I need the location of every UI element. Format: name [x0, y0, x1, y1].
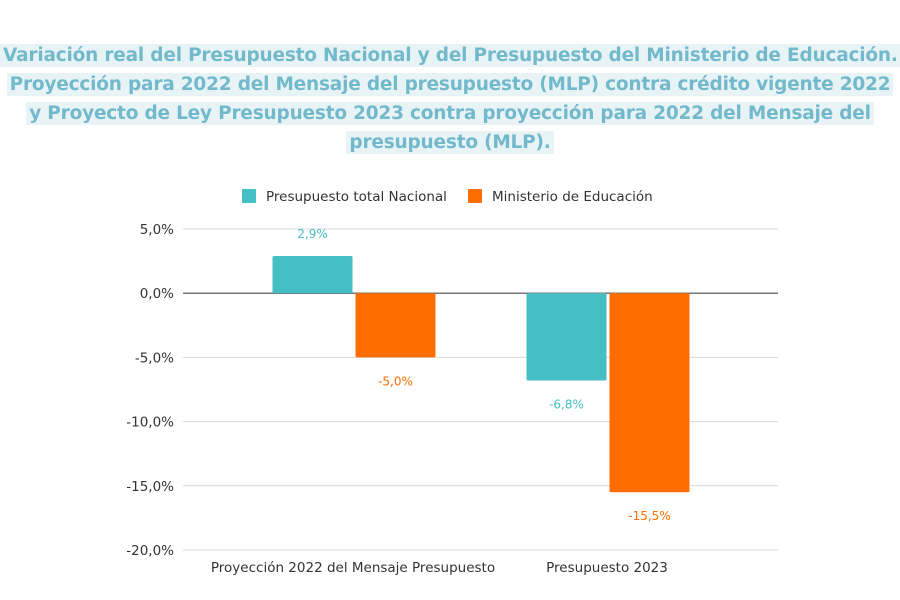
- bar-educacion: [609, 293, 690, 493]
- y-tick-label: 5,0%: [140, 222, 174, 238]
- bar-educacion: [355, 293, 436, 358]
- legend-label: Presupuesto total Nacional: [266, 189, 447, 205]
- chart-title: Variación real del Presupuesto Nacional …: [0, 41, 900, 157]
- data-label: 2,9%: [297, 227, 328, 241]
- y-tick-label: 0,0%: [140, 286, 174, 302]
- legend-swatch: [468, 189, 482, 203]
- data-label: -15,5%: [628, 509, 670, 523]
- data-label: -6,8%: [549, 398, 584, 412]
- y-tick-label: -15,0%: [126, 479, 174, 495]
- y-tick-label: -10,0%: [126, 415, 174, 431]
- legend-swatch: [242, 189, 256, 203]
- bar-nacional: [526, 293, 607, 381]
- y-tick-label: -5,0%: [135, 350, 174, 366]
- x-tick-label: Presupuesto 2023: [546, 560, 668, 576]
- y-tick-label: -20,0%: [126, 543, 174, 559]
- bar-nacional: [272, 255, 353, 294]
- data-label: -5,0%: [378, 374, 413, 388]
- legend-label: Ministerio de Educación: [492, 189, 653, 205]
- x-tick-label: Proyección 2022 del Mensaje Presupuesto: [211, 560, 495, 576]
